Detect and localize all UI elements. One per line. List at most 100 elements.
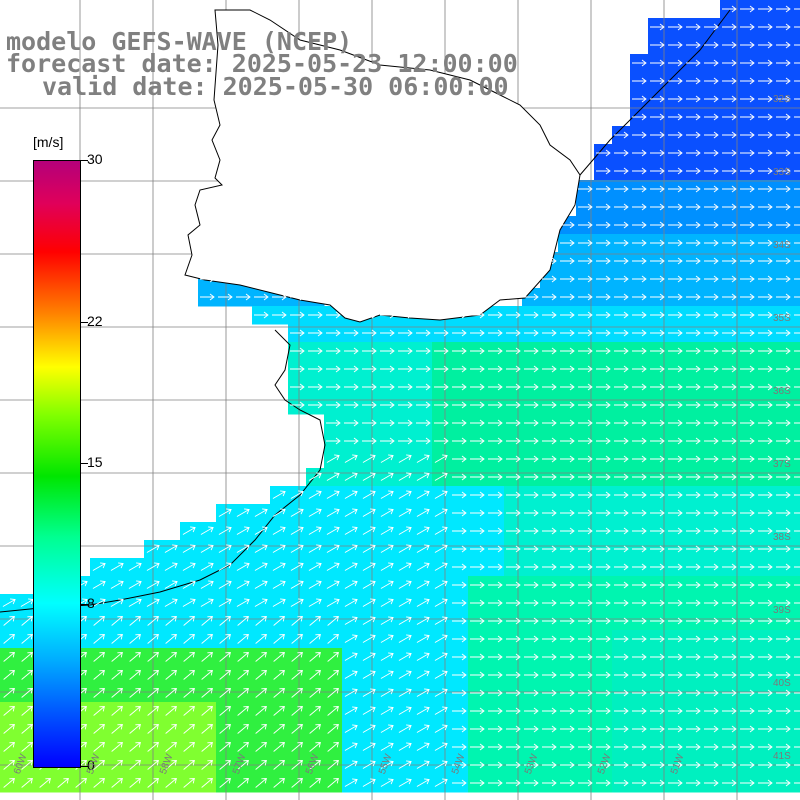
wind-arrow [434,544,448,553]
wind-arrow [506,581,521,589]
wind-arrow [273,706,285,716]
wind-arrow [470,329,485,337]
wind-arrow [794,710,800,712]
wind-arrow [794,206,800,208]
wind-arrow [614,131,629,139]
wind-arrow [309,688,321,698]
wind-arrow [740,707,755,715]
wind-arrow [524,437,539,445]
wind-arrow [237,616,249,626]
wind-arrow [758,149,773,157]
wind-arrow [290,526,304,535]
wind-arrow [578,527,593,535]
wind-arrow [596,347,611,355]
wind-arrow [794,26,800,28]
wind-arrow [560,275,575,283]
wind-arrow [3,724,15,734]
wind-arrow [434,742,448,751]
wind-arrow [686,95,701,103]
wind-arrow [668,743,683,751]
wind-arrow [632,617,647,625]
wind-arrow [183,742,195,752]
wind-arrow [129,634,141,644]
wind-arrow [632,473,647,481]
wind-arrow [740,599,755,607]
wind-arrow [273,724,285,734]
wind-arrow [632,257,647,265]
wind-arrow [596,455,611,463]
wind-arrow [380,419,395,427]
wind-arrow [560,455,575,463]
wind-arrow [614,527,629,535]
wind-arrow [614,563,629,571]
latitude-label: 36S [773,386,791,397]
wind-arrow [380,365,395,373]
wind-arrow [380,634,394,643]
wind-arrow [470,671,485,679]
wind-arrow [362,724,376,733]
wind-arrow [722,401,737,409]
wind-arrow [524,383,539,391]
wind-arrow [434,419,449,427]
valid-date: valid date: 2025-05-30 06:00:00 [42,72,509,101]
wind-arrow [506,761,521,769]
wind-arrow [668,203,683,211]
wind-arrow [524,347,539,355]
wind-arrow [218,293,233,301]
wind-arrow [578,509,593,517]
wind-arrow [398,742,412,751]
wind-arrow [632,113,647,121]
wind-arrow [488,347,503,355]
wind-arrow [434,329,449,337]
wind-arrow [704,257,719,265]
wind-arrow [147,688,159,698]
wind-arrow [344,742,358,751]
wind-arrow [722,527,737,535]
wind-arrow [740,689,755,697]
wind-arrow [309,616,321,626]
wind-arrow [596,707,611,715]
wind-arrow [344,490,358,499]
wind-arrow [686,221,701,229]
wind-arrow [578,365,593,373]
wind-arrow [524,707,539,715]
wind-arrow [129,652,141,662]
wind-arrow [398,616,412,625]
wind-arrow [632,653,647,661]
wind-arrow [776,185,791,193]
wind-arrow [542,347,557,355]
wind-arrow [722,239,737,247]
wind-arrow [722,563,737,571]
wind-arrow [380,508,394,517]
wind-arrow [380,329,395,337]
wind-arrow [776,725,791,733]
wind-arrow [290,562,304,571]
wind-arrow [3,706,15,716]
wind-arrow [146,562,160,571]
wind-arrow [776,203,791,211]
wind-arrow [794,656,800,658]
wind-arrow [470,455,485,463]
wind-arrow [434,688,448,697]
wind-arrow [524,653,539,661]
wind-arrow [542,779,557,787]
wind-arrow [326,401,341,409]
wind-arrow [668,95,683,103]
wind-arrow [344,724,358,733]
wind-arrow [380,544,394,553]
wind-arrow [614,509,629,517]
wind-arrow [740,203,755,211]
wind-arrow [794,548,800,550]
wind-arrow [650,527,665,535]
wind-arrow [740,563,755,571]
wind-arrow [344,526,358,535]
wind-arrow [452,635,467,643]
wind-arrow [758,221,773,229]
wind-arrow [255,742,267,752]
wind-arrow [219,616,231,626]
wind-arrow [560,509,575,517]
wind-arrow [740,545,755,553]
wind-arrow [704,95,719,103]
wind-arrow [704,311,719,319]
wind-arrow [686,617,701,625]
